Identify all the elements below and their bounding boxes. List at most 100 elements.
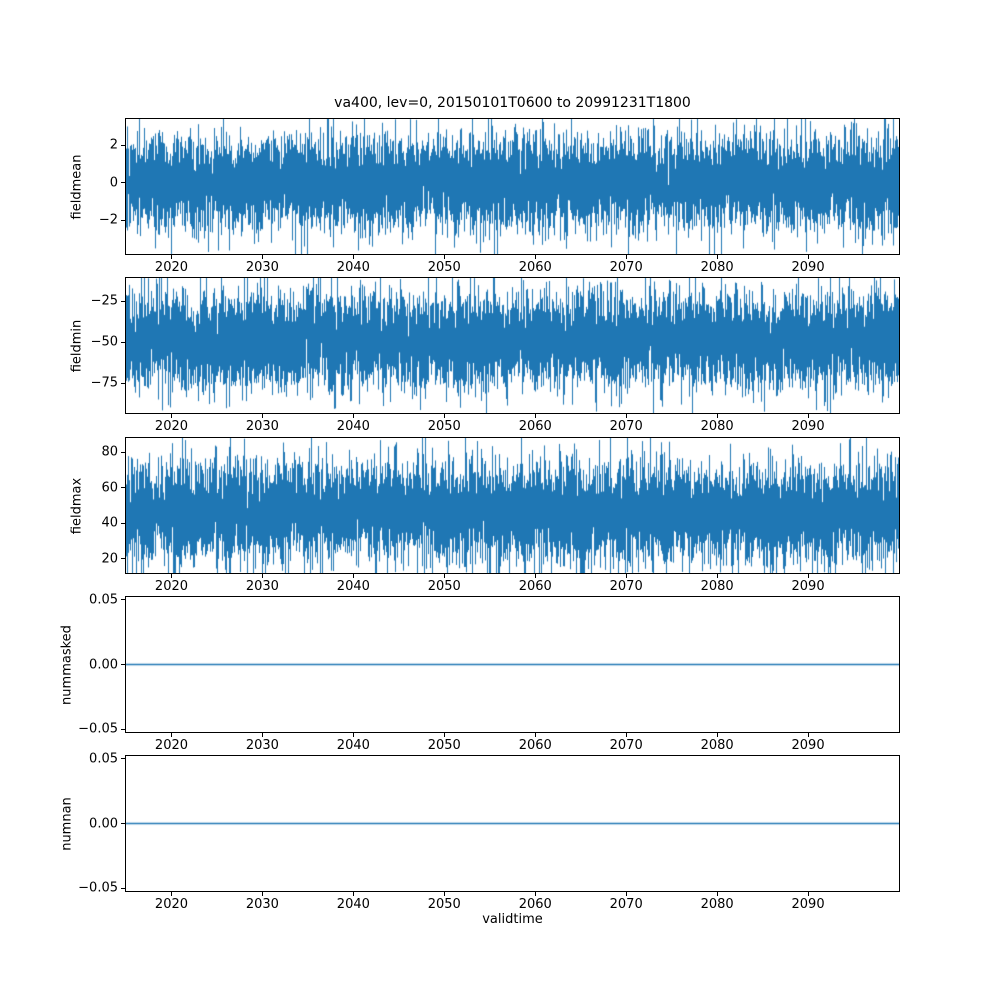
x-tick-mark	[716, 892, 718, 896]
y-axis-label-nummasked: nummasked	[59, 624, 75, 705]
x-tick-mark	[352, 414, 354, 418]
x-tick-label: 2020	[154, 579, 189, 594]
x-tick-mark	[261, 255, 263, 259]
x-tick-label: 2090	[791, 897, 825, 912]
y-tick-mark	[121, 599, 125, 601]
plot-canvas	[126, 278, 899, 413]
x-tick-label: 2060	[518, 579, 552, 594]
y-tick-mark	[121, 182, 125, 184]
x-tick-mark	[807, 414, 809, 418]
x-tick-mark	[625, 574, 627, 578]
x-tick-label: 2030	[245, 738, 279, 753]
x-tick-mark	[625, 255, 627, 259]
x-tick-label: 2020	[154, 419, 189, 434]
y-tick-mark	[121, 664, 125, 665]
x-tick-label: 2050	[427, 897, 461, 912]
y-tick-mark	[121, 300, 125, 302]
y-tick-label: 0.05	[89, 592, 118, 608]
y-axis-label-fieldmin: fieldmin	[69, 319, 85, 372]
x-tick-mark	[534, 892, 536, 896]
x-tick-mark	[170, 574, 172, 578]
x-tick-label: 2080	[700, 260, 734, 275]
x-tick-label: 2030	[245, 419, 279, 434]
subplot-nummasked: nummasked 2020 2030 2040 2050 2060 2070 2080 20…	[60, 592, 900, 753]
y-tick-label: 80	[101, 444, 118, 460]
x-tick-mark	[170, 892, 172, 896]
y-tick-label: 0.00	[89, 816, 118, 831]
plot-canvas	[126, 119, 899, 254]
y-tick-mark	[121, 558, 125, 560]
x-tick-mark	[261, 733, 263, 737]
x-tick-label: 2040	[336, 738, 370, 753]
subplot-fieldmin: fieldmin 2020 2030 2040 2050 2060 2070 2080 209…	[70, 277, 900, 434]
x-tick-label: 2070	[609, 897, 643, 912]
y-tick-label: 0.05	[89, 751, 118, 767]
x-tick-mark	[352, 574, 354, 578]
y-tick-mark	[121, 382, 125, 384]
x-tick-mark	[170, 414, 172, 418]
y-tick-mark	[121, 219, 125, 221]
y-tick-label: −25	[90, 293, 118, 309]
y-tick-label: −0.05	[78, 721, 118, 737]
plot-canvas	[126, 756, 899, 891]
x-tick-mark	[352, 892, 354, 896]
x-tick-mark	[807, 574, 809, 578]
x-tick-label: 2030	[245, 260, 279, 275]
plot-canvas	[126, 597, 899, 732]
x-tick-mark	[807, 733, 809, 737]
x-tick-label: 2060	[518, 897, 552, 912]
x-tick-label: 2070	[609, 419, 643, 434]
x-tick-label: 2060	[518, 419, 552, 434]
y-tick-label: 2	[109, 137, 118, 153]
subplot-fieldmean: fieldmean 2020 2030 2040 2050 2060 2070 2080 20…	[70, 118, 900, 275]
x-tick-label: 2020	[154, 738, 189, 753]
x-tick-label: 2050	[427, 738, 461, 753]
x-tick-mark	[534, 574, 536, 578]
y-tick-label: −75	[90, 375, 118, 391]
x-axis-label: validtime	[482, 912, 543, 927]
x-tick-mark	[807, 892, 809, 896]
x-tick-mark	[170, 733, 172, 737]
x-tick-mark	[534, 733, 536, 737]
x-tick-label: 2090	[791, 260, 825, 275]
x-tick-label: 2090	[791, 738, 825, 753]
y-tick-label: 60	[101, 480, 118, 496]
x-tick-mark	[170, 255, 172, 259]
x-tick-mark	[352, 733, 354, 737]
x-tick-label: 2020	[154, 897, 189, 912]
x-tick-label: 2080	[700, 897, 734, 912]
y-tick-mark	[121, 823, 125, 824]
x-tick-label: 2080	[700, 579, 734, 594]
x-tick-label: 2070	[609, 738, 643, 753]
y-tick-label: 20	[101, 551, 118, 567]
x-tick-label: 2070	[609, 260, 643, 275]
x-tick-mark	[261, 574, 263, 578]
x-tick-label: 2040	[336, 897, 370, 912]
x-tick-mark	[443, 892, 445, 896]
x-tick-mark	[716, 255, 718, 259]
y-tick-mark	[121, 487, 125, 489]
y-tick-mark	[121, 451, 125, 453]
x-tick-mark	[625, 414, 627, 418]
y-tick-label: 0.00	[89, 657, 118, 672]
x-tick-label: 2040	[336, 260, 370, 275]
x-tick-label: 2090	[791, 419, 825, 434]
y-tick-mark	[121, 144, 125, 146]
y-tick-label: −0.05	[78, 880, 118, 896]
y-tick-label: −2	[98, 212, 118, 228]
x-tick-mark	[534, 414, 536, 418]
y-axis-label-numnan: numnan	[59, 796, 75, 851]
figure-title: va400, lev=0, 20150101T0600 to 20991231T…	[334, 95, 691, 111]
x-tick-mark	[625, 733, 627, 737]
x-tick-mark	[807, 255, 809, 259]
x-tick-label: 2030	[245, 897, 279, 912]
y-tick-mark	[121, 728, 125, 730]
y-axis-label-fieldmax: fieldmax	[69, 477, 85, 534]
x-tick-mark	[443, 574, 445, 578]
y-tick-mark	[121, 522, 125, 524]
x-tick-label: 2070	[609, 579, 643, 594]
x-tick-label: 2050	[427, 579, 461, 594]
x-tick-mark	[716, 574, 718, 578]
x-tick-mark	[261, 414, 263, 418]
